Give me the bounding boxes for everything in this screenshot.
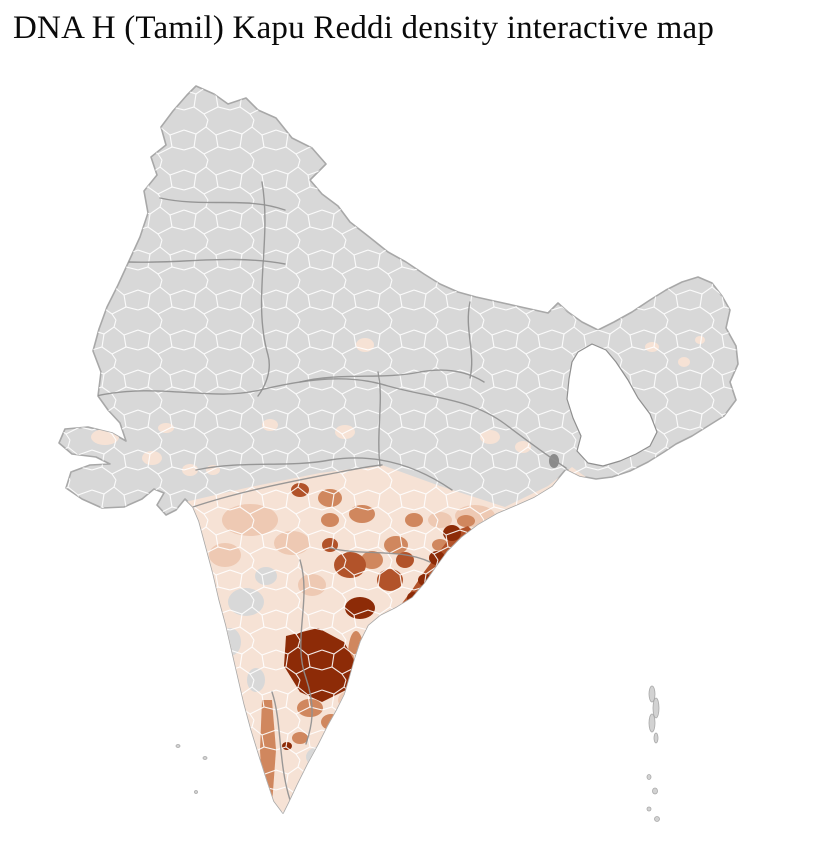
andaman-island[interactable] xyxy=(648,685,656,703)
nicobar-island[interactable] xyxy=(652,787,658,795)
andaman-island[interactable] xyxy=(648,713,656,733)
nicobar-island[interactable] xyxy=(654,816,660,822)
nicobar-island[interactable] xyxy=(646,774,652,780)
state-border-line xyxy=(329,547,431,563)
state-border-line xyxy=(192,464,383,508)
lakshadweep-island[interactable] xyxy=(202,756,208,760)
island-chains[interactable] xyxy=(175,685,660,822)
bangladesh-cutout xyxy=(566,343,658,467)
state-border-line xyxy=(257,181,270,397)
state-border-line xyxy=(271,691,291,801)
region-tamilnadu-gray-2[interactable] xyxy=(343,730,361,744)
state-borders xyxy=(95,181,567,801)
lakshadweep-island[interactable] xyxy=(175,744,181,748)
state-border-line xyxy=(195,457,453,491)
page-title: DNA H (Tamil) Kapu Reddi density interac… xyxy=(13,10,715,46)
state-border-line xyxy=(467,301,473,379)
state-border-line xyxy=(299,559,313,745)
nicobar-island[interactable] xyxy=(646,806,652,812)
andaman-island[interactable] xyxy=(653,732,659,744)
state-border-line xyxy=(95,378,567,469)
state-border-line xyxy=(127,258,286,265)
state-border-line xyxy=(377,371,382,467)
state-border-line xyxy=(159,197,286,211)
state-border-line xyxy=(299,369,485,383)
lakshadweep-island[interactable] xyxy=(194,790,198,794)
andaman-island[interactable] xyxy=(652,697,660,719)
